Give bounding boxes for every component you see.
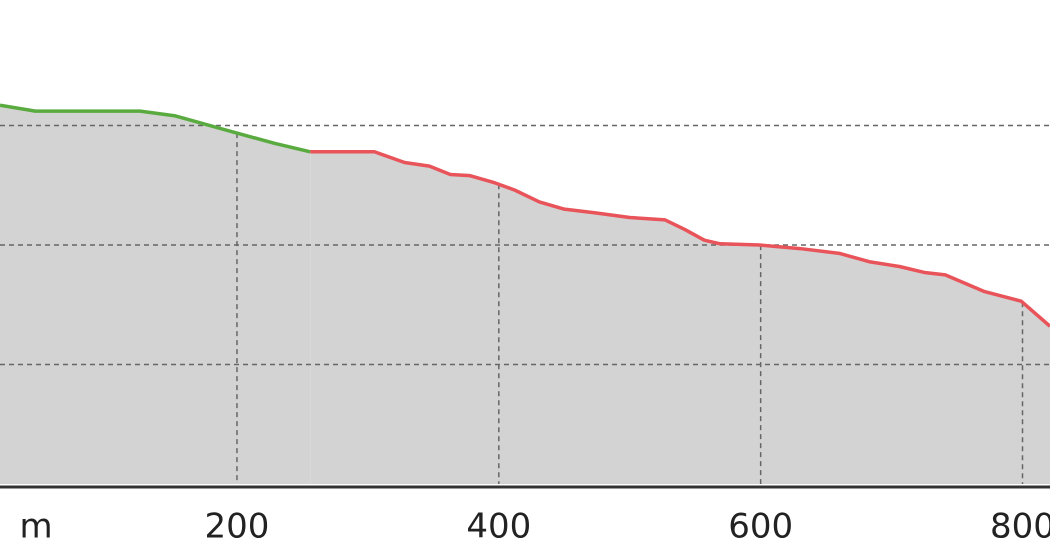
x-tick-label: 400 [466, 507, 531, 547]
x-unit-label: m [19, 507, 52, 547]
area [0, 105, 311, 484]
x-tick-label: 600 [728, 507, 793, 547]
x-tick-label: 200 [205, 507, 270, 547]
x-tick-label: 800 [990, 507, 1050, 547]
area [310, 151, 1050, 484]
elevation-line [0, 103, 311, 154]
elevation-line [310, 150, 1050, 328]
